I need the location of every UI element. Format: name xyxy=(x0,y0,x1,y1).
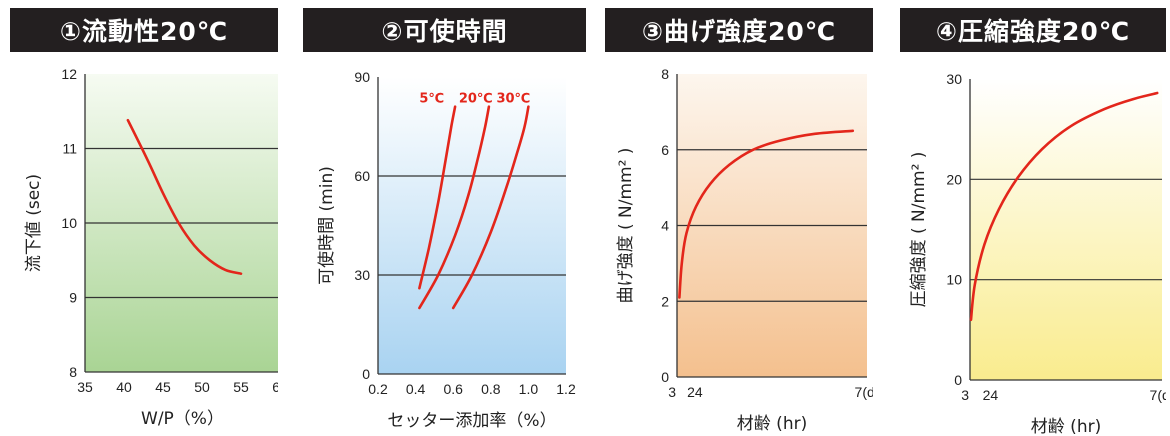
y-tick-label: 2 xyxy=(661,293,669,309)
x-tick-label: 1.2 xyxy=(556,381,576,397)
y-tick-label: 30 xyxy=(946,71,962,87)
y-tick-label: 6 xyxy=(661,142,669,158)
series-label: 20℃ xyxy=(459,92,493,107)
y-tick-label: 8 xyxy=(661,66,669,82)
chart-title: ③曲げ強度20℃ xyxy=(605,8,873,52)
series-line xyxy=(126,118,243,275)
y-tick-label: 0 xyxy=(954,372,962,388)
chart-panel-compressive-strength: ④圧縮強度20℃ 0 10 20 30 3 24 7(d) 材齢 (hr) 圧縮強度 ( N/m… xyxy=(900,0,1166,436)
x-tick-label: 24 xyxy=(687,384,703,400)
chart-compressive-strength: 0 10 20 30 3 24 7(d) 材齢 (hr) 圧縮強度 ( N/mm² ) xyxy=(909,71,1166,436)
x-tick-label: 3 xyxy=(668,384,676,400)
x-tick-label: 55 xyxy=(233,379,249,395)
chart-panel-flowability: ①流動性20℃ 8 9 10 11 12 35 40 45 50 55 60 W/P（%） 流下値 (s… xyxy=(10,0,278,436)
chart-flowability: 8 9 10 11 12 35 40 45 50 55 60 W/P（%） 流下値 (sec) xyxy=(24,66,278,429)
y-tick-label: 9 xyxy=(69,290,77,306)
x-tick-label: 45 xyxy=(155,379,171,395)
y-tick-label: 12 xyxy=(61,66,77,82)
series-line xyxy=(418,105,457,290)
x-axis-label: W/P（%） xyxy=(141,409,224,429)
x-tick-label: 1.0 xyxy=(519,381,539,397)
x-tick-label: 50 xyxy=(194,379,210,395)
x-axis-label: 材齢 (hr) xyxy=(1031,417,1101,436)
x-tick-label: 40 xyxy=(116,379,132,395)
y-tick-label: 8 xyxy=(69,364,77,380)
x-tick-label: 7(d) xyxy=(1150,387,1166,403)
series-label: 5℃ xyxy=(419,92,444,107)
chart-panel-pot-life: ②可使時間 0 30 60 90 0.2 0.4 0.6 0.8 1.0 1.2 セッター添加率（%… xyxy=(303,0,586,436)
chart-title: ②可使時間 xyxy=(303,8,586,52)
series-label: 30℃ xyxy=(496,92,530,107)
series-line xyxy=(969,91,1159,322)
x-tick-label: 3 xyxy=(961,387,969,403)
y-tick-label: 20 xyxy=(946,171,962,187)
plot-area xyxy=(378,77,566,374)
x-tick-label: 35 xyxy=(77,379,93,395)
plot-area xyxy=(970,79,1162,380)
x-tick-label: 60 xyxy=(272,379,278,395)
y-tick-label: 30 xyxy=(354,267,370,283)
x-tick-label: 0.6 xyxy=(443,381,463,397)
series-line xyxy=(418,105,491,310)
chart-title: ①流動性20℃ xyxy=(10,8,278,52)
x-tick-label: 24 xyxy=(983,387,999,403)
series-line xyxy=(678,129,855,299)
series-line xyxy=(451,105,530,310)
y-tick-label: 60 xyxy=(354,168,370,184)
y-tick-label: 0 xyxy=(362,366,370,382)
y-tick-label: 11 xyxy=(62,141,77,157)
y-axis-label: 可使時間 (min) xyxy=(316,166,337,285)
x-tick-label: 0.8 xyxy=(481,381,501,397)
y-tick-label: 4 xyxy=(661,218,669,234)
y-tick-label: 10 xyxy=(946,272,962,288)
y-tick-label: 10 xyxy=(61,215,77,231)
x-axis-label: セッター添加率（%） xyxy=(387,411,556,431)
y-axis-label: 圧縮強度 ( N/mm² ) xyxy=(909,152,929,308)
y-axis-label: 曲げ強度 ( N/mm² ) xyxy=(616,148,636,304)
y-tick-label: 0 xyxy=(661,369,669,385)
x-tick-label: 0.4 xyxy=(406,381,426,397)
x-tick-label: 0.2 xyxy=(368,381,388,397)
chart-title: ④圧縮強度20℃ xyxy=(900,8,1166,52)
y-tick-label: 90 xyxy=(354,69,370,85)
x-axis-label: 材齢 (hr) xyxy=(737,414,807,434)
x-tick-label: 7(d) xyxy=(855,384,873,400)
y-axis-label: 流下値 (sec) xyxy=(24,174,44,272)
